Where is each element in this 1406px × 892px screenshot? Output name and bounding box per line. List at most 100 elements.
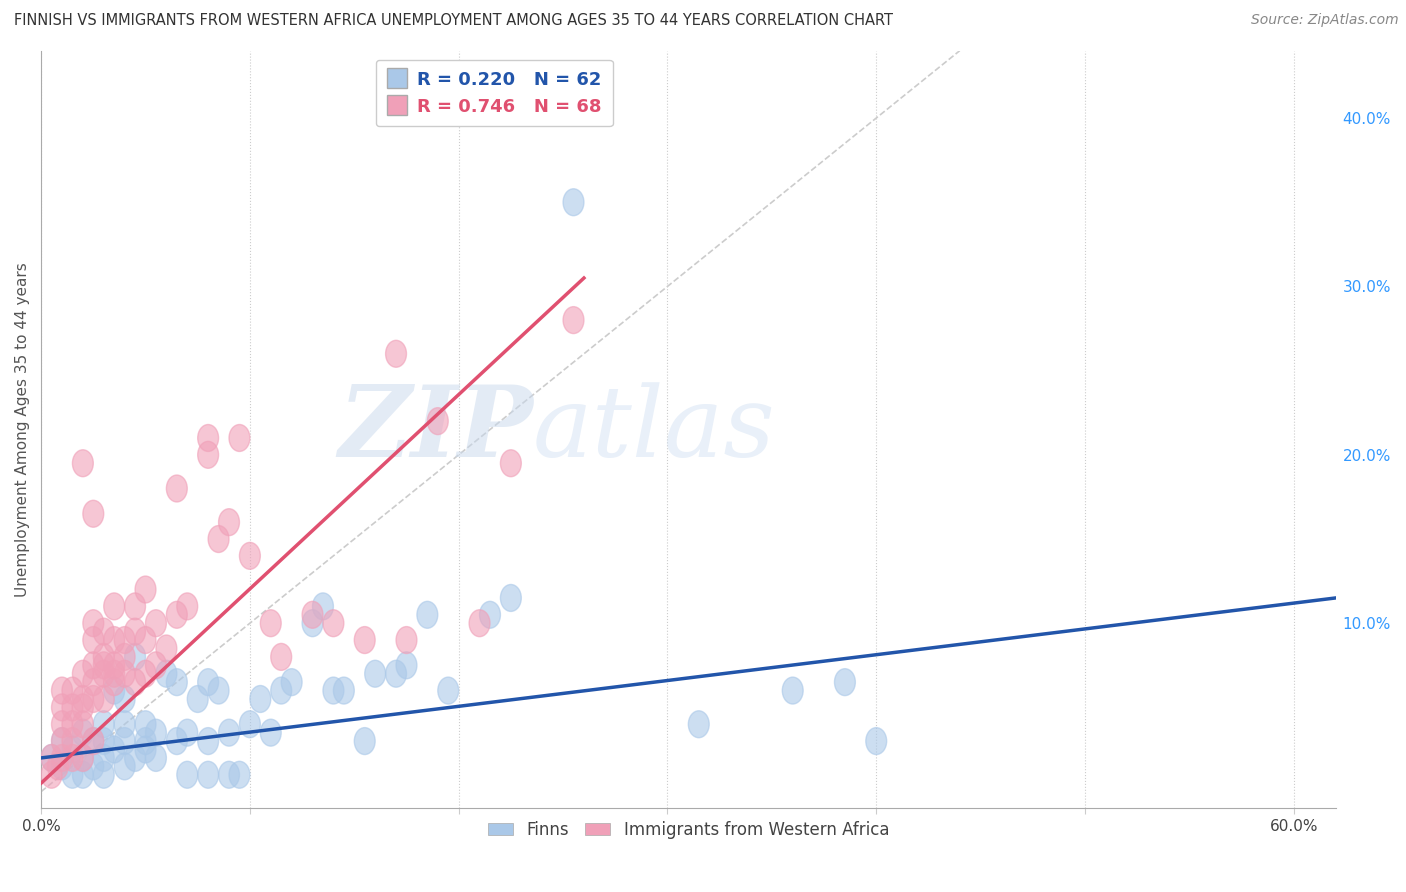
Text: FINNISH VS IMMIGRANTS FROM WESTERN AFRICA UNEMPLOYMENT AMONG AGES 35 TO 44 YEARS: FINNISH VS IMMIGRANTS FROM WESTERN AFRIC…: [14, 13, 893, 29]
Ellipse shape: [93, 643, 114, 671]
Ellipse shape: [302, 601, 323, 628]
Ellipse shape: [104, 677, 125, 704]
Y-axis label: Unemployment Among Ages 35 to 44 years: Unemployment Among Ages 35 to 44 years: [15, 262, 30, 597]
Ellipse shape: [135, 626, 156, 654]
Ellipse shape: [83, 652, 104, 679]
Ellipse shape: [62, 745, 83, 772]
Ellipse shape: [83, 728, 104, 755]
Ellipse shape: [145, 610, 166, 637]
Ellipse shape: [145, 719, 166, 746]
Ellipse shape: [166, 601, 187, 628]
Ellipse shape: [312, 593, 333, 620]
Ellipse shape: [354, 728, 375, 755]
Ellipse shape: [83, 610, 104, 637]
Text: Source: ZipAtlas.com: Source: ZipAtlas.com: [1251, 13, 1399, 28]
Ellipse shape: [83, 500, 104, 527]
Text: ZIP: ZIP: [337, 381, 533, 478]
Ellipse shape: [93, 686, 114, 713]
Ellipse shape: [83, 753, 104, 780]
Ellipse shape: [689, 711, 709, 738]
Ellipse shape: [229, 425, 250, 451]
Ellipse shape: [125, 618, 145, 645]
Ellipse shape: [177, 593, 198, 620]
Ellipse shape: [501, 450, 522, 476]
Ellipse shape: [250, 686, 271, 713]
Ellipse shape: [62, 694, 83, 721]
Ellipse shape: [437, 677, 458, 704]
Ellipse shape: [52, 677, 73, 704]
Ellipse shape: [302, 610, 323, 637]
Ellipse shape: [198, 425, 218, 451]
Ellipse shape: [114, 711, 135, 738]
Ellipse shape: [114, 626, 135, 654]
Ellipse shape: [104, 736, 125, 763]
Ellipse shape: [114, 753, 135, 780]
Ellipse shape: [41, 745, 62, 772]
Ellipse shape: [114, 686, 135, 713]
Ellipse shape: [73, 686, 93, 713]
Ellipse shape: [135, 728, 156, 755]
Ellipse shape: [208, 677, 229, 704]
Ellipse shape: [562, 189, 583, 216]
Ellipse shape: [73, 761, 93, 789]
Ellipse shape: [41, 745, 62, 772]
Ellipse shape: [239, 542, 260, 569]
Ellipse shape: [104, 669, 125, 696]
Ellipse shape: [229, 761, 250, 789]
Ellipse shape: [354, 626, 375, 654]
Ellipse shape: [52, 694, 73, 721]
Ellipse shape: [52, 711, 73, 738]
Ellipse shape: [104, 626, 125, 654]
Ellipse shape: [93, 728, 114, 755]
Ellipse shape: [218, 508, 239, 536]
Ellipse shape: [470, 610, 491, 637]
Ellipse shape: [782, 677, 803, 704]
Ellipse shape: [104, 593, 125, 620]
Ellipse shape: [385, 660, 406, 687]
Ellipse shape: [135, 576, 156, 603]
Ellipse shape: [62, 761, 83, 789]
Ellipse shape: [260, 719, 281, 746]
Ellipse shape: [427, 408, 449, 434]
Ellipse shape: [93, 745, 114, 772]
Ellipse shape: [323, 610, 344, 637]
Ellipse shape: [271, 677, 291, 704]
Ellipse shape: [52, 753, 73, 780]
Ellipse shape: [166, 669, 187, 696]
Ellipse shape: [104, 652, 125, 679]
Ellipse shape: [73, 719, 93, 746]
Ellipse shape: [135, 736, 156, 763]
Ellipse shape: [83, 669, 104, 696]
Ellipse shape: [333, 677, 354, 704]
Ellipse shape: [323, 677, 344, 704]
Ellipse shape: [135, 711, 156, 738]
Ellipse shape: [166, 475, 187, 502]
Ellipse shape: [501, 584, 522, 611]
Text: atlas: atlas: [533, 382, 776, 477]
Ellipse shape: [114, 728, 135, 755]
Ellipse shape: [73, 745, 93, 772]
Ellipse shape: [62, 677, 83, 704]
Ellipse shape: [260, 610, 281, 637]
Ellipse shape: [93, 711, 114, 738]
Ellipse shape: [145, 745, 166, 772]
Legend: Finns, Immigrants from Western Africa: Finns, Immigrants from Western Africa: [481, 814, 896, 846]
Ellipse shape: [73, 450, 93, 476]
Ellipse shape: [418, 601, 437, 628]
Ellipse shape: [125, 669, 145, 696]
Ellipse shape: [73, 711, 93, 738]
Ellipse shape: [396, 626, 418, 654]
Ellipse shape: [866, 728, 887, 755]
Ellipse shape: [83, 626, 104, 654]
Ellipse shape: [73, 745, 93, 772]
Ellipse shape: [145, 652, 166, 679]
Ellipse shape: [562, 307, 583, 334]
Ellipse shape: [187, 686, 208, 713]
Ellipse shape: [52, 728, 73, 755]
Ellipse shape: [198, 761, 218, 789]
Ellipse shape: [93, 660, 114, 687]
Ellipse shape: [281, 669, 302, 696]
Ellipse shape: [218, 761, 239, 789]
Ellipse shape: [114, 660, 135, 687]
Ellipse shape: [135, 660, 156, 687]
